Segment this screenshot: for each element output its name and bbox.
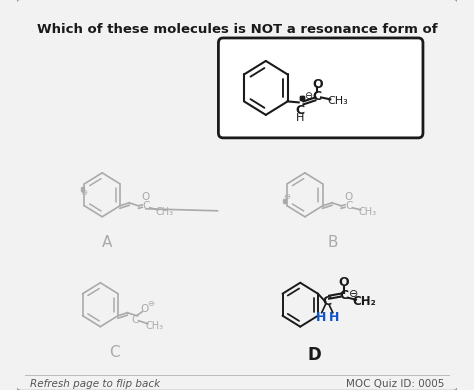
Text: CH₃: CH₃ xyxy=(155,207,173,217)
Text: CH₃: CH₃ xyxy=(328,96,348,106)
Text: C: C xyxy=(345,201,352,211)
Text: ⊖: ⊖ xyxy=(80,188,87,197)
Text: O: O xyxy=(338,276,349,289)
Text: H: H xyxy=(328,311,339,324)
Text: B: B xyxy=(328,235,338,250)
Text: O: O xyxy=(142,192,150,202)
Text: Which of these molecules is NOT a resonance form of: Which of these molecules is NOT a resona… xyxy=(36,23,438,37)
Text: ⊖: ⊖ xyxy=(348,289,358,299)
Text: C: C xyxy=(131,315,138,325)
FancyBboxPatch shape xyxy=(16,0,458,390)
Text: O: O xyxy=(312,78,323,91)
Text: CH₃: CH₃ xyxy=(145,321,164,331)
Text: CH₃: CH₃ xyxy=(358,207,376,217)
Text: C: C xyxy=(313,90,322,103)
Text: ⊖: ⊖ xyxy=(283,192,291,201)
Text: D: D xyxy=(307,346,321,363)
Text: ⊖: ⊖ xyxy=(304,91,312,101)
Text: A: A xyxy=(101,235,112,250)
Text: H: H xyxy=(295,113,304,123)
Text: O: O xyxy=(345,192,353,202)
Text: Refresh page to flip back: Refresh page to flip back xyxy=(30,379,160,388)
Text: ⊖: ⊖ xyxy=(147,299,154,308)
Text: C: C xyxy=(295,105,304,117)
Text: H: H xyxy=(316,311,326,324)
Text: C: C xyxy=(109,345,119,360)
Text: CH₂: CH₂ xyxy=(353,295,376,308)
Text: C: C xyxy=(323,295,332,308)
Text: C: C xyxy=(339,289,348,302)
FancyBboxPatch shape xyxy=(219,38,423,138)
Text: O: O xyxy=(141,304,149,314)
Text: MOC Quiz ID: 0005: MOC Quiz ID: 0005 xyxy=(346,379,444,388)
Text: C: C xyxy=(142,201,150,211)
